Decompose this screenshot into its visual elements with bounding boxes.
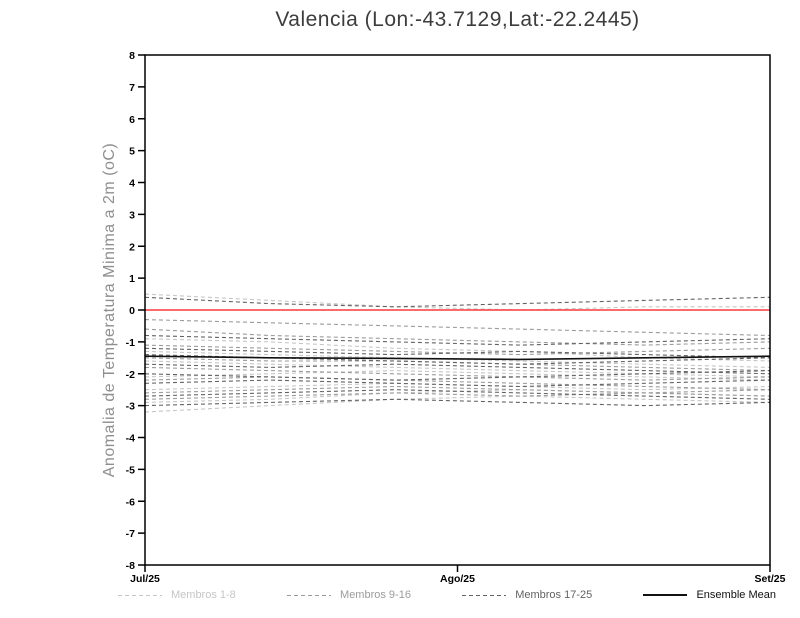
ensemble-member-line (144, 296, 771, 308)
legend-dashed-line-sample (462, 594, 507, 596)
legend-item: Ensemble Mean (643, 589, 776, 601)
legend-label: Membros 17-25 (515, 589, 593, 601)
ensemble-member-line (144, 344, 771, 356)
ensemble-member-line (144, 334, 771, 346)
ensemble-member-line (144, 379, 771, 388)
y-tick-label: 0 (129, 305, 135, 317)
ensemble-member-line (144, 366, 771, 381)
ensemble-member-line (144, 354, 771, 365)
ensemble-member-line (144, 389, 771, 403)
y-tick-label: -2 (126, 369, 135, 381)
ensemble-member-line (144, 370, 771, 381)
ensemble-member-line (144, 293, 770, 311)
ensemble-member-line (144, 347, 771, 359)
ensemble-member-line (144, 370, 771, 381)
y-tick-label: -1 (126, 337, 135, 349)
ensemble-member-line (144, 357, 771, 372)
ensemble-member-line (144, 319, 771, 337)
legend-label: Membros 9-16 (340, 589, 411, 601)
ensemble-member-line (144, 328, 771, 346)
y-tick-label: 3 (129, 209, 135, 221)
ensemble-member-line (144, 398, 771, 407)
y-tick-label: 4 (129, 178, 135, 190)
x-tick-label: Ago/25 (440, 573, 475, 585)
ensemble-member-line (144, 392, 771, 400)
y-tick-label: 7 (129, 82, 135, 94)
plot-border (144, 54, 771, 566)
y-tick-label: 8 (129, 50, 135, 62)
legend-label: Ensemble Mean (696, 589, 776, 601)
y-tick-label: -6 (126, 496, 135, 508)
ensemble-member-line (144, 350, 771, 368)
legend-item: Membros 1-8 (118, 589, 236, 601)
legend-dashed-line-sample (118, 594, 162, 596)
y-tick-label: -3 (126, 401, 135, 413)
legend-item: Membros 9-16 (287, 589, 411, 601)
y-tick-label: 2 (129, 241, 135, 253)
ensemble-member-line (144, 389, 771, 400)
ensemble-mean-line (144, 355, 771, 361)
ensemble-member-line (144, 376, 771, 391)
legend-dashed-line-sample (287, 594, 332, 596)
x-tick-label: Jul/25 (130, 573, 160, 585)
chart-title: Valencia (Lon:-43.7129,Lat:-22.2445) (275, 8, 640, 31)
ensemble-member-line (144, 363, 771, 375)
y-tick-label: -4 (126, 433, 135, 445)
ensemble-member-line (144, 385, 771, 394)
y-tick-label: 6 (129, 114, 135, 126)
legend-item: Membros 17-25 (462, 589, 592, 601)
ensemble-member-line (144, 360, 771, 378)
ensemble-member-line (144, 395, 771, 413)
x-tick-label: Set/25 (755, 573, 786, 585)
y-tick-label: 5 (129, 146, 135, 158)
legend-solid-line-sample (643, 594, 688, 596)
y-tick-label: -8 (126, 560, 135, 572)
y-tick-label: -7 (126, 528, 135, 540)
y-tick-label: 1 (129, 273, 135, 285)
y-tick-label: -5 (126, 464, 135, 476)
ensemble-member-line (144, 382, 771, 391)
legend: Membros 1-8 Membros 9-16 Membros 17-25 Ense… (118, 589, 776, 601)
legend-label: Membros 1-8 (171, 589, 236, 601)
